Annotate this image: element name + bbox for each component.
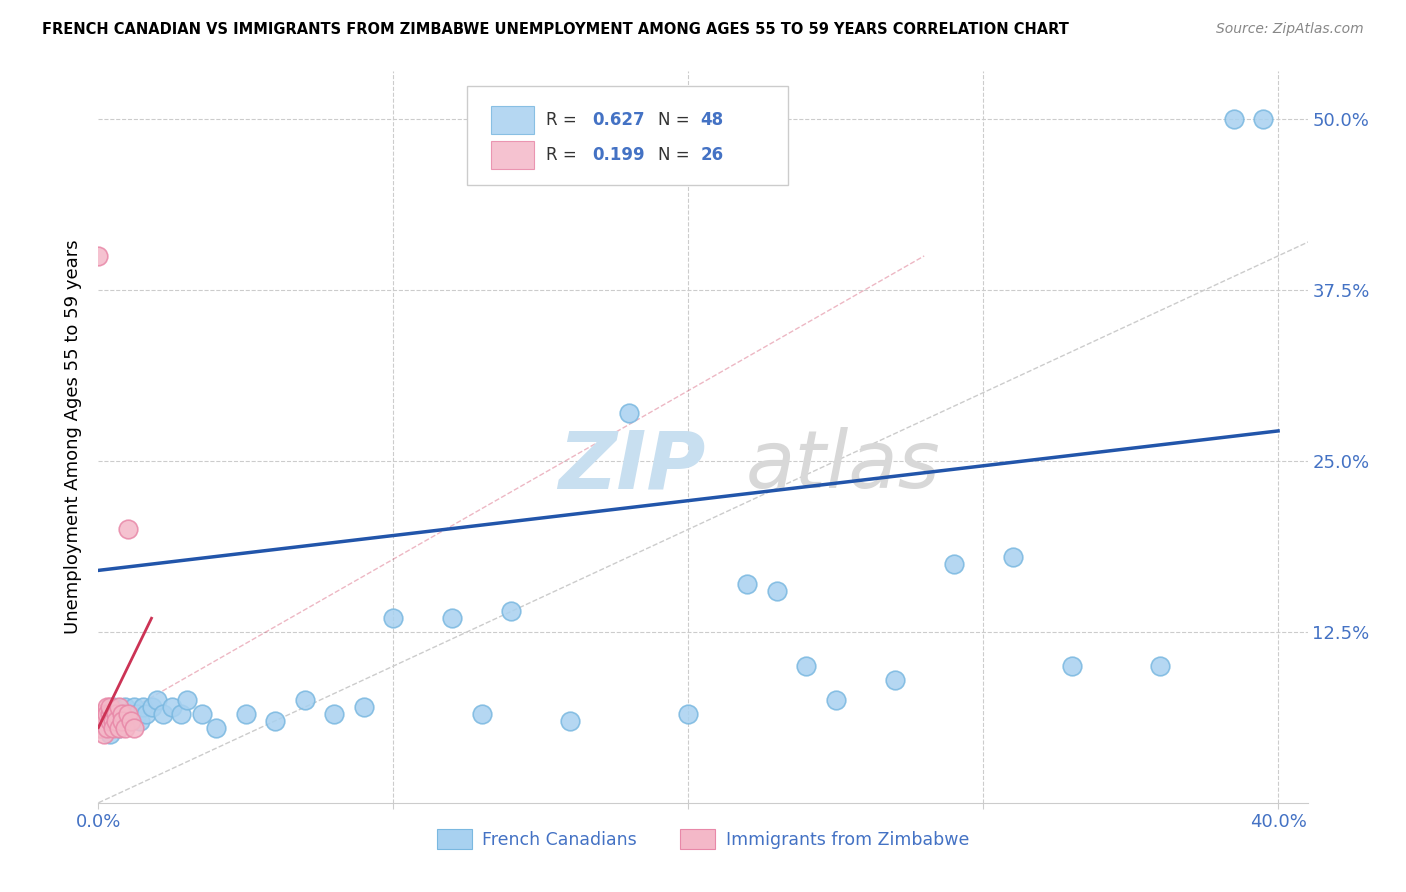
Point <box>883 673 905 687</box>
Point <box>382 611 405 625</box>
Point <box>98 727 121 741</box>
Point <box>96 700 118 714</box>
Point <box>117 706 139 721</box>
Point <box>93 706 115 721</box>
Point <box>131 700 153 714</box>
Text: 0.627: 0.627 <box>592 111 644 128</box>
Legend: French Canadians, Immigrants from Zimbabwe: French Canadians, Immigrants from Zimbab… <box>430 822 976 856</box>
Point <box>1060 659 1083 673</box>
FancyBboxPatch shape <box>492 106 534 134</box>
Point <box>170 706 193 721</box>
Point <box>114 700 136 714</box>
Text: atlas: atlas <box>745 427 941 506</box>
Point <box>942 557 965 571</box>
Point <box>108 721 131 735</box>
Point <box>141 700 163 714</box>
Text: ZIP: ZIP <box>558 427 706 506</box>
Point <box>765 583 787 598</box>
Point <box>794 659 817 673</box>
Point <box>146 693 169 707</box>
Point <box>441 611 464 625</box>
Point <box>122 721 145 735</box>
Point <box>1223 112 1246 127</box>
Point <box>128 714 150 728</box>
Point <box>101 714 124 728</box>
Point <box>93 714 115 728</box>
Point <box>353 700 375 714</box>
Point <box>90 706 112 721</box>
Point <box>98 714 121 728</box>
Point <box>1253 112 1275 127</box>
Point <box>101 721 124 735</box>
Point <box>619 406 641 420</box>
Text: 48: 48 <box>700 111 724 128</box>
Point <box>101 706 124 721</box>
Point <box>105 706 128 721</box>
Point <box>117 706 139 721</box>
Text: 0.199: 0.199 <box>592 145 644 164</box>
Point <box>93 721 115 735</box>
Text: N =: N = <box>658 145 695 164</box>
Point <box>114 721 136 735</box>
Y-axis label: Unemployment Among Ages 55 to 59 years: Unemployment Among Ages 55 to 59 years <box>63 240 82 634</box>
Point <box>1001 549 1024 564</box>
Text: 26: 26 <box>700 145 724 164</box>
Point <box>176 693 198 707</box>
Point <box>190 706 212 721</box>
Point <box>294 693 316 707</box>
Point <box>678 706 700 721</box>
FancyBboxPatch shape <box>492 141 534 169</box>
Text: FRENCH CANADIAN VS IMMIGRANTS FROM ZIMBABWE UNEMPLOYMENT AMONG AGES 55 TO 59 YEA: FRENCH CANADIAN VS IMMIGRANTS FROM ZIMBA… <box>42 22 1069 37</box>
Point <box>108 721 131 735</box>
Point <box>105 714 128 728</box>
Point <box>90 721 112 735</box>
Point <box>125 706 148 721</box>
Point <box>501 604 523 618</box>
Point <box>264 714 287 728</box>
Point <box>111 714 134 728</box>
Point <box>98 700 121 714</box>
Point <box>735 577 758 591</box>
Point <box>117 714 139 728</box>
Point <box>96 706 118 721</box>
Point <box>105 714 128 728</box>
Point <box>87 249 110 263</box>
Point <box>560 714 582 728</box>
Point <box>87 721 110 735</box>
Point <box>824 693 846 707</box>
Point <box>117 522 139 536</box>
FancyBboxPatch shape <box>467 86 787 185</box>
Point <box>111 706 134 721</box>
Point <box>120 714 142 728</box>
Point <box>96 714 118 728</box>
Text: Source: ZipAtlas.com: Source: ZipAtlas.com <box>1216 22 1364 37</box>
Point <box>205 721 228 735</box>
Point <box>323 706 346 721</box>
Point <box>111 714 134 728</box>
Point <box>98 706 121 721</box>
Point <box>471 706 494 721</box>
Point <box>93 727 115 741</box>
Point <box>122 700 145 714</box>
Point <box>108 700 131 714</box>
Point <box>101 700 124 714</box>
Point <box>235 706 257 721</box>
Text: R =: R = <box>546 145 582 164</box>
Point <box>108 706 131 721</box>
Text: N =: N = <box>658 111 695 128</box>
Point <box>135 706 157 721</box>
Point <box>152 706 174 721</box>
Point <box>1149 659 1171 673</box>
Text: R =: R = <box>546 111 582 128</box>
Point <box>160 700 183 714</box>
Point <box>96 721 118 735</box>
